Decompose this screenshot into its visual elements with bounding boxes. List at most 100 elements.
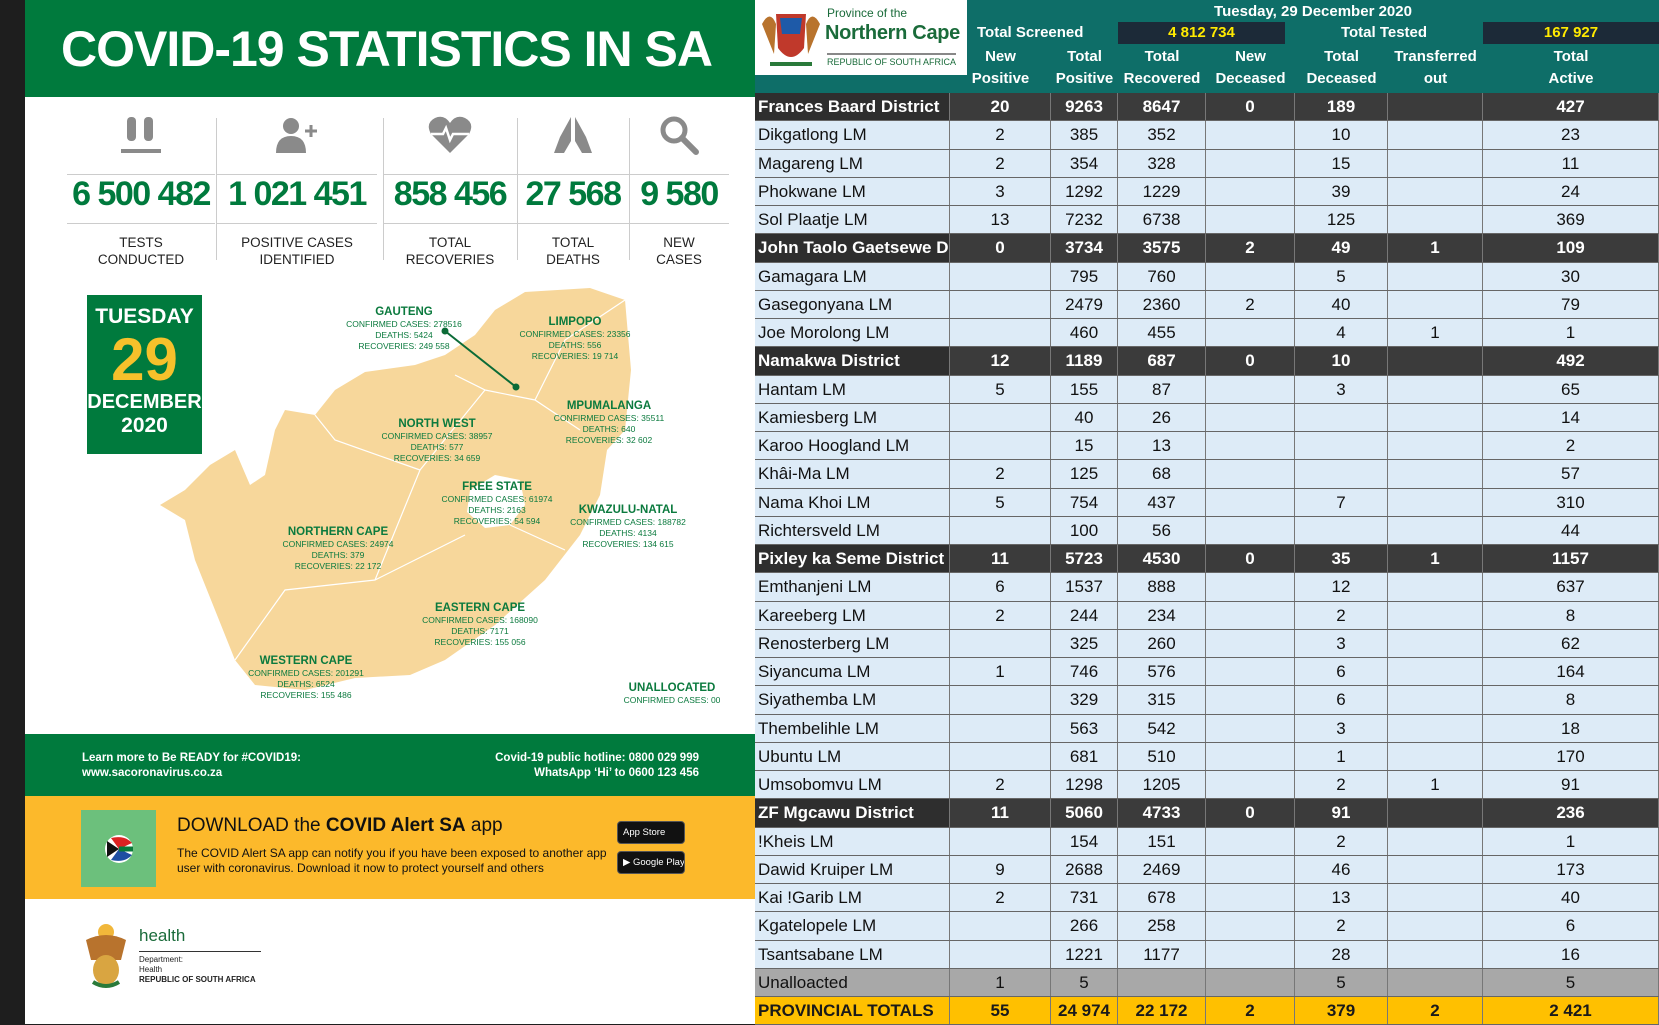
cell (1206, 432, 1295, 460)
cell: 46 (1295, 855, 1388, 883)
table-row: Umsobomvu LM 2 1298 1205 2 1 91 (755, 771, 1659, 800)
cell: 1292 (1051, 177, 1118, 205)
cell (1388, 460, 1483, 488)
cell: 22 172 (1118, 997, 1206, 1025)
cell: 354 (1051, 149, 1118, 177)
cell (1388, 658, 1483, 686)
cell: 2 (1295, 601, 1388, 629)
date-year: 2020 (121, 414, 168, 437)
deaths: DEATHS: 5424 (375, 330, 433, 340)
add-person-icon (217, 110, 377, 160)
cell (1388, 290, 1483, 318)
cell (950, 629, 1051, 657)
cell (1206, 855, 1295, 883)
cell (1388, 149, 1483, 177)
stat-label: TOTAL RECOVERIES (405, 235, 495, 267)
cell (1388, 968, 1483, 996)
cell: 2 (950, 601, 1051, 629)
cell: 24 (1483, 177, 1659, 205)
district-row: Namakwa District 12 1189 687 0 10 492 (755, 347, 1659, 376)
cell: 40 (1295, 290, 1388, 318)
cell: 234 (1118, 601, 1206, 629)
table-row: Siyathemba LM 329 315 6 8 (755, 686, 1659, 715)
cell: 39 (1295, 177, 1388, 205)
cell: 57 (1483, 460, 1659, 488)
province-label-eastern-cape: EASTERN CAPE CONFIRMED CASES: 168090 DEATH… (422, 602, 538, 648)
cell (1206, 121, 1295, 149)
cell (1206, 912, 1295, 940)
cell: 5 (950, 488, 1051, 516)
row-name: Nama Khoi LM (755, 488, 950, 516)
coat-of-arms-icon (762, 14, 820, 66)
table-row: Gasegonyana LM 2479 2360 2 40 79 (755, 290, 1659, 319)
northern-cape-logo: Province of the Northern Cape REPUBLIC O… (755, 0, 967, 75)
cell: 5060 (1051, 799, 1118, 827)
cell (950, 912, 1051, 940)
cell: 1 (950, 658, 1051, 686)
cell: 3 (1295, 375, 1388, 403)
cell: 13 (950, 206, 1051, 234)
cell: 3 (950, 177, 1051, 205)
cell: 4530 (1118, 545, 1206, 573)
cell (1118, 968, 1206, 996)
cell: 2 (1388, 997, 1483, 1025)
cell: 8 (1483, 686, 1659, 714)
cell: 16 (1483, 940, 1659, 968)
cell: 385 (1051, 121, 1118, 149)
coat-of-arms-icon (86, 924, 126, 988)
stat-label: TESTS CONDUCTED (97, 235, 185, 267)
table-row: Dawid Kruiper LM 9 2688 2469 46 173 (755, 855, 1659, 884)
province-name: KWAZULU-NATAL (578, 504, 678, 516)
hotline-text: Covid-19 public hotline: 0800 029 999 (495, 752, 699, 764)
stat-label: POSITIVE CASES IDENTIFIED (241, 235, 353, 267)
cell: 5 (1051, 968, 1118, 996)
info-bar: Learn more to Be READY for #COVID19: www.… (25, 734, 755, 796)
app-description: The COVID Alert SA app can notify you if… (177, 846, 607, 875)
confirmed-cases: CONFIRMED CASES: 38957 (381, 431, 493, 441)
table-row: Karoo Hoogland LM 15 13 2 (755, 432, 1659, 461)
app-store-badge[interactable]: App Store (617, 821, 685, 844)
northern-cape-table: Province of the Northern Cape REPUBLIC O… (755, 0, 1659, 1025)
province-borders (234, 299, 626, 661)
cell: 460 (1051, 319, 1118, 347)
deaths: DEATHS: 577 (410, 442, 464, 452)
province-label-mpumalanga: MPUMALANGA CONFIRMED CASES: 35511 DEATHS: … (554, 400, 664, 446)
cell: 754 (1051, 488, 1118, 516)
row-name: Phokwane LM (755, 177, 950, 205)
cell: 3575 (1118, 234, 1206, 262)
cell: 1 (1388, 545, 1483, 573)
cell (1388, 686, 1483, 714)
recoveries: RECOVERIES: 32 602 (565, 435, 653, 445)
row-name: Khâi-Ma LM (755, 460, 950, 488)
cell: 0 (950, 234, 1051, 262)
cell: 1157 (1483, 545, 1659, 573)
recoveries: RECOVERIES: 54 594 (453, 516, 541, 526)
cell: 6 (950, 573, 1051, 601)
stat-recoveries: 858 456 TOTAL RECOVERIES (383, 110, 517, 270)
cell: 100 (1051, 516, 1118, 544)
cell: 8 (1483, 601, 1659, 629)
cell (1206, 206, 1295, 234)
stat-value: 27 568 (517, 174, 629, 224)
cell: 2688 (1051, 855, 1118, 883)
cell (950, 516, 1051, 544)
recoveries: RECOVERIES: 134 615 (582, 539, 674, 549)
column-header: Transferred out (1394, 48, 1477, 87)
cell: 11 (1483, 149, 1659, 177)
province-name: WESTERN CAPE (259, 655, 353, 667)
website-link[interactable]: www.sacoronavirus.co.za (82, 767, 223, 779)
stat-label: NEW CASES (656, 235, 702, 267)
totals-row: PROVINCIAL TOTALS 55 24 974 22 172 2 379 2 2 42… (755, 997, 1659, 1025)
deaths: DEATHS: 2163 (468, 505, 526, 515)
cell (1388, 799, 1483, 827)
cell: 2 (1295, 827, 1388, 855)
confirmed-cases: CONFIRMED CASES: 61974 (441, 494, 553, 504)
date-month: DECEMBER (87, 391, 202, 413)
deaths: DEATHS: 4134 (599, 528, 657, 538)
cell (1388, 121, 1483, 149)
table-row: Unalloacted 1 5 5 5 (755, 968, 1659, 997)
cell: 328 (1118, 149, 1206, 177)
google-play-badge[interactable]: ▶ Google Play (617, 851, 685, 874)
magnifier-icon (629, 110, 729, 160)
cell: 28 (1295, 940, 1388, 968)
